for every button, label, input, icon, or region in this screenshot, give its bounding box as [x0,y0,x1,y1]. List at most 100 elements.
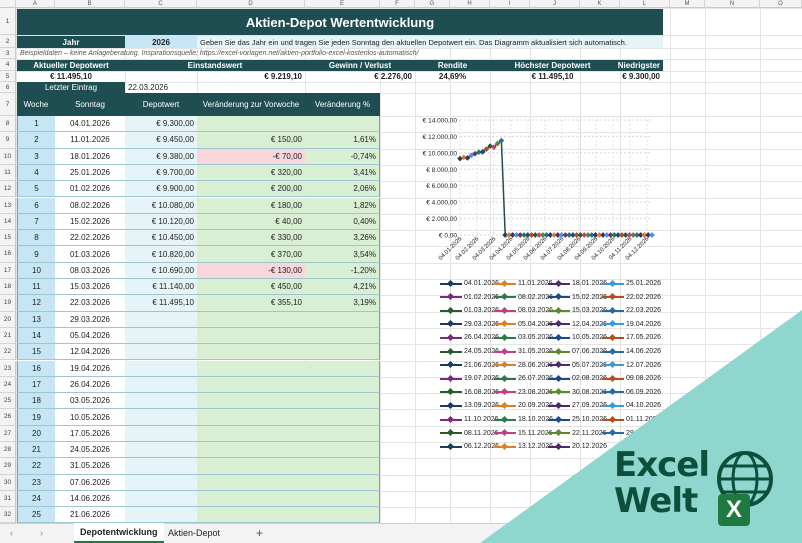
percent-cell[interactable] [305,393,380,410]
data-point[interactable] [615,232,621,238]
week-cell[interactable]: 10 [17,262,55,279]
value-cell[interactable]: € 10.080,00 [125,197,197,214]
percent-cell[interactable]: 3,19% [305,295,380,312]
row-header-12[interactable]: 12 [0,181,16,198]
row-header-13[interactable]: 13 [0,197,16,214]
row-header-2[interactable]: 2 [0,35,16,48]
percent-cell[interactable]: -1,20% [305,262,380,279]
data-point[interactable] [551,232,557,238]
week-cell[interactable]: 7 [17,213,55,231]
column-header-j[interactable]: J [530,0,580,8]
table-row[interactable]: 9 01.03.2026 € 10.820,00 € 370,00 3,54% [17,246,380,263]
percent-cell[interactable] [305,311,380,328]
percent-cell[interactable]: -0,74% [305,148,380,165]
sheet-title[interactable]: Aktien-Depot Wertentwicklung [17,9,663,35]
week-cell[interactable]: 2 [17,132,55,149]
summary-value-3[interactable]: € 2.276,00 [374,72,412,81]
column-header-b[interactable]: B [55,0,125,8]
table-row[interactable]: 24 14.06.2026 [17,490,380,508]
table-row[interactable]: 2 11.01.2026 € 9.450,00 € 150,00 1,61% [17,132,380,149]
data-point[interactable] [547,232,554,238]
percent-cell[interactable] [305,474,380,491]
change-cell[interactable] [197,327,305,345]
week-cell[interactable]: 13 [17,311,55,328]
row-header-31[interactable]: 31 [0,490,16,508]
change-cell[interactable]: -€ 130,00 [197,262,305,279]
date-cell[interactable]: 21.06.2026 [55,507,125,523]
week-cell[interactable]: 4 [17,164,55,182]
percent-cell[interactable] [305,409,380,426]
table-row[interactable]: 7 15.02.2026 € 10.120,00 € 40,00 0,40% [17,213,380,231]
table-row[interactable]: 22 31.05.2026 [17,458,380,475]
week-cell[interactable]: 20 [17,425,55,442]
row-header-5[interactable]: 5 [0,71,16,82]
change-cell[interactable]: € 40,00 [197,213,305,231]
percent-cell[interactable] [305,376,380,394]
select-all-corner[interactable] [0,0,16,8]
week-cell[interactable]: 25 [17,507,55,523]
table-row[interactable]: 20 17.05.2026 [17,425,380,442]
week-cell[interactable]: 5 [17,181,55,198]
row-header-32[interactable]: 32 [0,507,16,523]
value-cell[interactable]: € 9.700,00 [125,164,197,182]
change-cell[interactable] [197,311,305,328]
date-cell[interactable]: 07.06.2026 [55,474,125,491]
table-row[interactable]: 1 04.01.2026 € 9.300,00 [17,116,380,133]
row-header-3[interactable]: 3 [0,48,16,59]
table-row[interactable]: 6 08.02.2026 € 10.080,00 € 180,00 1,82% [17,197,380,214]
value-cell[interactable] [125,507,197,523]
column-header-c[interactable]: C [125,0,197,8]
column-header-g[interactable]: G [415,0,450,8]
percent-cell[interactable]: 3,41% [305,164,380,182]
table-row[interactable]: 25 21.06.2026 [17,507,380,523]
column-header-d[interactable]: D [197,0,305,8]
change-cell[interactable]: -€ 70,00 [197,148,305,165]
row-header-16[interactable]: 16 [0,246,16,263]
week-cell[interactable]: 1 [17,116,55,133]
percent-cell[interactable]: 0,40% [305,213,380,231]
date-cell[interactable]: 01.02.2026 [55,181,125,198]
data-point[interactable] [517,232,524,238]
row-header-23[interactable]: 23 [0,360,16,377]
week-cell[interactable]: 22 [17,458,55,475]
table-row[interactable]: 4 25.01.2026 € 9.700,00 € 320,00 3,41% [17,164,380,182]
date-cell[interactable]: 04.01.2026 [55,116,125,133]
table-row[interactable]: 17 26.04.2026 [17,376,380,394]
depot-chart[interactable]: € 0,00 € 2.000,00 € 4.000,00 € 6.000,00 € 8.… [412,112,662,277]
date-cell[interactable]: 10.05.2026 [55,409,125,426]
series-line[interactable] [459,139,652,236]
change-cell[interactable]: € 450,00 [197,279,305,296]
change-cell[interactable]: € 355,10 [197,295,305,312]
data-point[interactable] [524,232,531,238]
week-cell[interactable]: 12 [17,295,55,312]
value-cell[interactable] [125,425,197,442]
date-cell[interactable]: 24.05.2026 [55,442,125,459]
week-cell[interactable]: 14 [17,327,55,345]
date-cell[interactable]: 19.04.2026 [55,360,125,377]
date-cell[interactable]: 26.04.2026 [55,376,125,394]
change-cell[interactable] [197,393,305,410]
change-cell[interactable] [197,116,305,133]
value-cell[interactable] [125,490,197,508]
summary-value-2[interactable]: € 9.219,10 [264,72,302,81]
row-header-24[interactable]: 24 [0,376,16,394]
percent-cell[interactable] [305,344,380,361]
change-cell[interactable]: € 200,00 [197,181,305,198]
percent-cell[interactable]: 4,21% [305,279,380,296]
row-header-19[interactable]: 19 [0,295,16,312]
row-header-14[interactable]: 14 [0,213,16,231]
percent-cell[interactable]: 2,06% [305,181,380,198]
percent-cell[interactable] [305,116,380,133]
date-cell[interactable]: 17.05.2026 [55,425,125,442]
table-row[interactable]: 18 03.05.2026 [17,393,380,410]
date-cell[interactable]: 22.02.2026 [55,230,125,247]
data-point[interactable] [506,232,512,238]
summary-value-1[interactable]: € 11.495,10 [50,72,92,81]
row-header-30[interactable]: 30 [0,474,16,491]
week-cell[interactable]: 21 [17,442,55,459]
percent-cell[interactable] [305,327,380,345]
table-row[interactable]: 21 24.05.2026 [17,442,380,459]
date-cell[interactable]: 15.03.2026 [55,279,125,296]
row-header-29[interactable]: 29 [0,458,16,475]
prev-sheet-icon[interactable]: ‹ [10,528,13,538]
